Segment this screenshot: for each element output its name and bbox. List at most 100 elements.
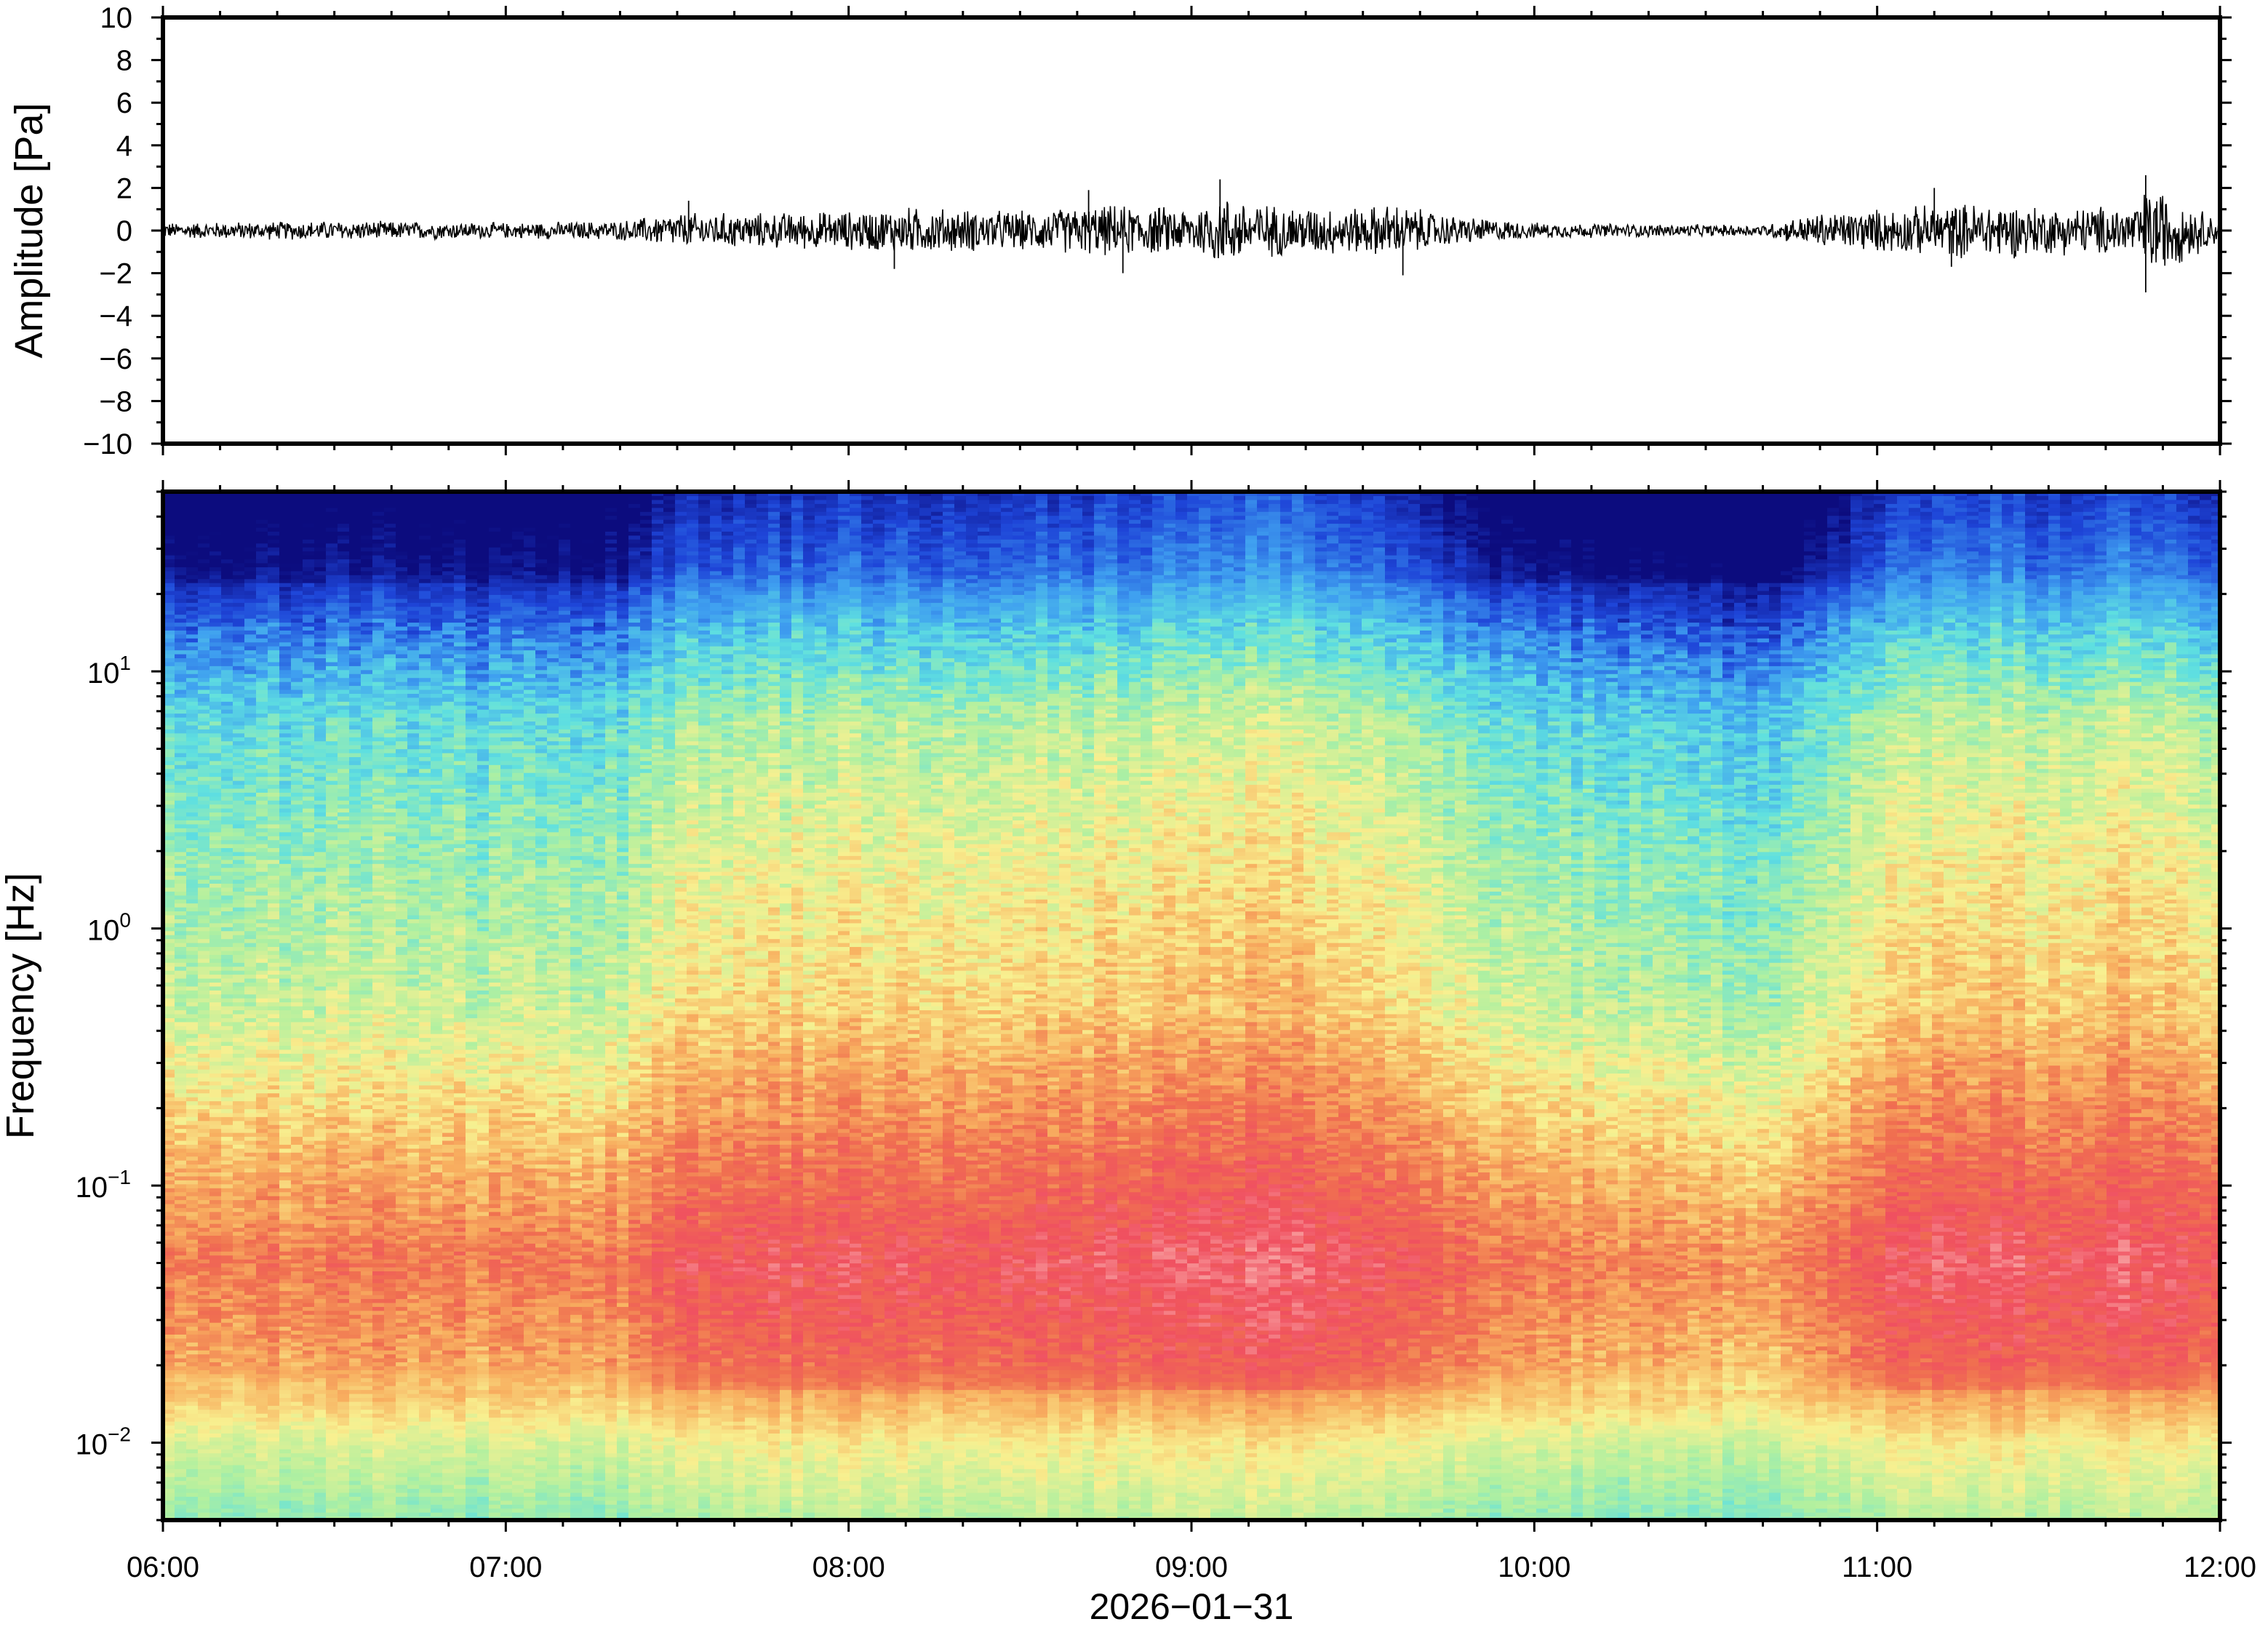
spectrogram-cell [326,776,338,781]
spectrogram-cell [209,1140,222,1145]
spectrogram-cell [384,1342,396,1347]
spectrogram-cell [209,1421,222,1426]
spectrogram-cell [291,1034,303,1039]
spectrogram-cell [279,1002,292,1007]
spectrogram-cell [268,1120,280,1125]
spectrogram-cell [186,1124,199,1130]
spectrogram-cell [244,1373,257,1378]
spectrogram-cell [244,748,257,753]
spectrogram-cell [314,499,327,504]
spectrogram-cell [244,764,257,769]
spectrogram-cell [256,1397,268,1402]
spectrogram-cell [279,1180,292,1185]
spectrogram-cell [268,1207,280,1212]
spectrogram-cell [361,575,373,580]
spectrogram-cell [163,1271,175,1276]
spectrogram-cell [361,772,373,777]
spectrogram-cell [279,998,292,1003]
spectrogram-cell [186,1306,199,1311]
spectrogram-cell [163,729,175,734]
spectrogram-cell [186,495,199,500]
spectrogram-cell [163,1302,175,1307]
spectrogram-cell [338,590,350,595]
spectrogram-cell [303,887,315,892]
spectrogram-cell [221,950,233,955]
spectrogram-cell [186,1421,199,1426]
spectrogram-cell [198,875,210,880]
spectrogram-cell [198,1148,210,1153]
spectrogram-cell [175,602,187,607]
spectrogram-cell [372,1251,385,1256]
spectrogram-cell [279,562,292,567]
spectrogram-cell [349,1287,362,1292]
spectrogram-cell [244,673,257,679]
spectrogram-cell [209,1492,222,1497]
spectrogram-cell [175,772,187,777]
spectrogram-cell [209,994,222,999]
spectrogram-cell [291,748,303,753]
spectrogram-cell [349,1239,362,1244]
spectrogram-cell [163,919,175,924]
spectrogram-cell [175,1314,187,1319]
spectrogram-cell [244,1116,257,1122]
spectrogram-cell [314,590,327,595]
spectrogram-cell [221,1196,233,1201]
spectrogram-cell [349,859,362,864]
spectrogram-cell [372,752,385,757]
spectrogram-cell [186,622,199,627]
spectrogram-cell [279,871,292,876]
spectrogram-cell [372,551,385,556]
spectrogram-cell [361,1330,373,1335]
spectrogram-cell [303,503,315,508]
spectrogram-cell [175,1021,187,1026]
spectrogram-cell [314,665,327,671]
spectrogram-cell [163,1164,175,1169]
spectrogram-cell [372,1274,385,1279]
spectrogram-cell [268,1464,280,1469]
spectrogram-cell [303,1441,315,1446]
spectrogram-cell [233,495,245,500]
spectrogram-cell [372,555,385,560]
spectrogram-cell [244,570,257,575]
spectrogram-cell [384,1452,396,1458]
spectrogram-cell [163,586,175,591]
spectrogram-cell [256,1203,268,1208]
spectrogram-cell [268,1081,280,1086]
spectrogram-cell [221,875,233,880]
spectrogram-cell [372,1287,385,1292]
spectrogram-cell [279,1188,292,1193]
spectrogram-cell [349,1120,362,1125]
spectrogram-cell [198,1081,210,1086]
spectrogram-cell [349,492,362,497]
spectrogram-cell [338,1196,350,1201]
spectrogram-cell [268,922,280,927]
spectrogram-cell [279,1235,292,1240]
spectrogram-cell [175,705,187,710]
spectrogram-cell [175,1065,187,1070]
spectrogram-cell [268,657,280,663]
spectrogram-cell [163,883,175,888]
spectrogram-cell [314,583,327,588]
spectrogram-cell [279,665,292,671]
spectrogram-cell [244,800,257,805]
spectrogram-cell [221,1346,233,1351]
spectrogram-cell [303,1492,315,1497]
spectrogram-cell [163,788,175,793]
spectrogram-cell [303,950,315,955]
spectrogram-cell [186,796,199,801]
spectrogram-cell [186,1279,199,1284]
spectrogram-cell [256,792,268,797]
spectrogram-cell [279,689,292,694]
spectrogram-cell [314,732,327,737]
spectrogram-cell [361,1112,373,1117]
spectrogram-cell [221,804,233,809]
spectrogram-cell [314,1045,327,1050]
spectrogram-cell [221,583,233,588]
spectrogram-cell [198,1314,210,1319]
spectrogram-cell [349,657,362,663]
spectrogram-cell [233,922,245,927]
spectrogram-cell [291,844,303,849]
spectrogram-cell [349,721,362,726]
spectrogram-cell [303,745,315,750]
spectrogram-cell [175,1196,187,1201]
